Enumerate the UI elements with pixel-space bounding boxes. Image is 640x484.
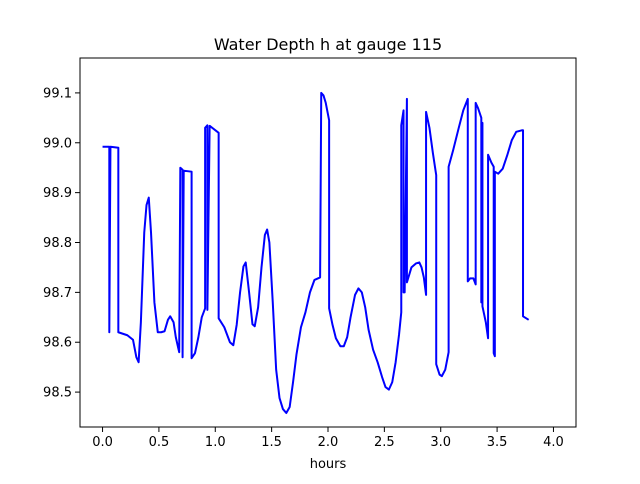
- y-tick-label: 98.9: [43, 186, 72, 201]
- x-axis-label: hours: [310, 457, 347, 472]
- y-tick-label: 99.0: [43, 136, 72, 151]
- x-tick-label: 0.5: [149, 435, 170, 450]
- y-tick-label: 98.6: [43, 336, 72, 351]
- y-tick-label: 98.5: [43, 386, 72, 401]
- y-tick-label: 98.7: [43, 286, 72, 301]
- x-tick-label: 2.5: [374, 435, 395, 450]
- x-tick-label: 3.5: [487, 435, 508, 450]
- x-tick-label: 2.0: [318, 435, 339, 450]
- x-tick-label: 3.0: [430, 435, 451, 450]
- x-axis: 0.0 0.5 1.0 1.5 2.0 2.5 3.0 3.5 4.0: [92, 427, 564, 450]
- x-tick-label: 1.5: [261, 435, 282, 450]
- series-line-1: [102, 91, 530, 415]
- x-tick-label: 4.0: [543, 435, 564, 450]
- chart-title: Water Depth h at gauge 115: [214, 35, 442, 54]
- y-tick-label: 98.8: [43, 236, 72, 251]
- y-tick-label: 99.1: [43, 86, 72, 101]
- y-axis: 98.5 98.6 98.7 98.8 98.9 99.0 99.1: [43, 86, 80, 401]
- x-tick-label: 0.0: [92, 435, 113, 450]
- x-tick-label: 1.0: [205, 435, 226, 450]
